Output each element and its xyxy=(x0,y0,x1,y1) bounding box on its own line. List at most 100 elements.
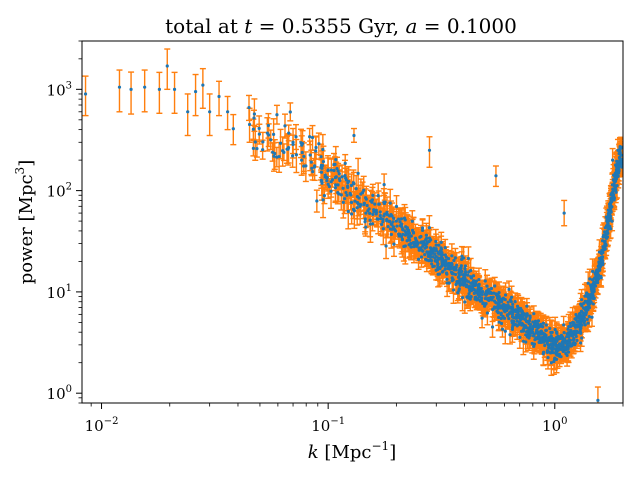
data-point xyxy=(528,322,533,327)
data-point xyxy=(358,203,363,207)
data-point xyxy=(381,227,385,231)
data-point xyxy=(490,307,495,312)
data-point xyxy=(269,138,273,142)
data-point xyxy=(565,335,569,339)
data-point xyxy=(566,350,571,354)
data-point xyxy=(508,333,512,337)
data-point xyxy=(377,202,381,206)
data-point xyxy=(231,127,235,131)
data-point xyxy=(354,187,358,191)
data-point xyxy=(553,327,557,332)
data-point xyxy=(395,224,399,228)
data-point xyxy=(463,269,468,274)
data-point xyxy=(490,325,495,329)
data-point xyxy=(548,351,553,355)
data-point xyxy=(497,315,501,320)
data-point xyxy=(603,230,607,234)
data-point xyxy=(541,321,545,325)
data-point xyxy=(278,141,283,145)
data-point xyxy=(599,274,603,278)
data-point xyxy=(591,302,595,306)
data-point xyxy=(497,290,501,295)
plot-area xyxy=(82,48,623,403)
data-point xyxy=(317,142,321,146)
data-point xyxy=(500,327,505,331)
data-point xyxy=(416,257,421,261)
data-point xyxy=(314,149,318,153)
data-point xyxy=(294,135,298,139)
data-point xyxy=(387,219,391,223)
data-point xyxy=(363,220,367,224)
data-point xyxy=(458,283,462,287)
data-point xyxy=(562,330,566,335)
data-point xyxy=(438,265,442,270)
data-point xyxy=(543,343,547,348)
data-point xyxy=(559,355,563,359)
data-point xyxy=(397,217,401,221)
data-point xyxy=(444,271,449,275)
data-point xyxy=(419,255,424,259)
data-point xyxy=(469,276,474,280)
data-point xyxy=(257,132,261,136)
data-point xyxy=(399,217,404,221)
data-point xyxy=(491,295,495,299)
data-point xyxy=(348,191,352,195)
data-point xyxy=(503,329,507,333)
data-point xyxy=(493,284,497,288)
data-point xyxy=(532,312,536,316)
chart-title: total at t = 0.5355 Gyr, a = 0.1000 xyxy=(165,14,517,38)
data-point xyxy=(544,323,548,327)
data-point xyxy=(319,155,323,159)
points-layer xyxy=(83,64,623,402)
data-point xyxy=(506,300,510,304)
data-point xyxy=(253,140,257,144)
data-point xyxy=(311,170,315,174)
data-point xyxy=(503,293,508,297)
data-point xyxy=(453,256,457,260)
data-point xyxy=(337,192,341,196)
data-point xyxy=(371,212,375,217)
data-point xyxy=(287,131,291,135)
data-point xyxy=(291,154,295,158)
data-point xyxy=(469,295,473,299)
data-point xyxy=(321,160,326,164)
data-point xyxy=(430,262,434,266)
data-point xyxy=(499,311,503,315)
data-point xyxy=(578,341,583,345)
data-point xyxy=(341,186,345,190)
data-point xyxy=(410,219,414,223)
data-point xyxy=(308,135,312,139)
data-point xyxy=(344,190,348,195)
data-point xyxy=(586,321,590,325)
data-point xyxy=(386,224,390,229)
data-point xyxy=(568,321,572,326)
data-point xyxy=(357,196,361,200)
data-point xyxy=(355,201,360,205)
data-point xyxy=(467,292,471,296)
data-point xyxy=(322,193,327,198)
data-point xyxy=(417,248,421,252)
data-point xyxy=(427,226,431,230)
data-point xyxy=(463,267,467,271)
data-point xyxy=(590,315,594,319)
data-point xyxy=(439,240,443,244)
data-point xyxy=(513,300,517,304)
data-point xyxy=(549,361,553,365)
data-point xyxy=(528,314,532,318)
data-point xyxy=(247,105,251,110)
data-point xyxy=(580,336,584,340)
data-point xyxy=(403,233,408,237)
data-point xyxy=(480,316,484,320)
data-point xyxy=(434,255,438,259)
data-point xyxy=(325,179,329,183)
data-point xyxy=(506,314,510,318)
data-point xyxy=(544,328,548,333)
data-point xyxy=(385,210,389,214)
data-point xyxy=(388,201,392,205)
data-point xyxy=(368,211,372,215)
data-point xyxy=(310,166,314,170)
data-point xyxy=(403,218,407,222)
data-point xyxy=(485,311,490,315)
data-point xyxy=(585,317,589,322)
data-point xyxy=(398,220,402,224)
